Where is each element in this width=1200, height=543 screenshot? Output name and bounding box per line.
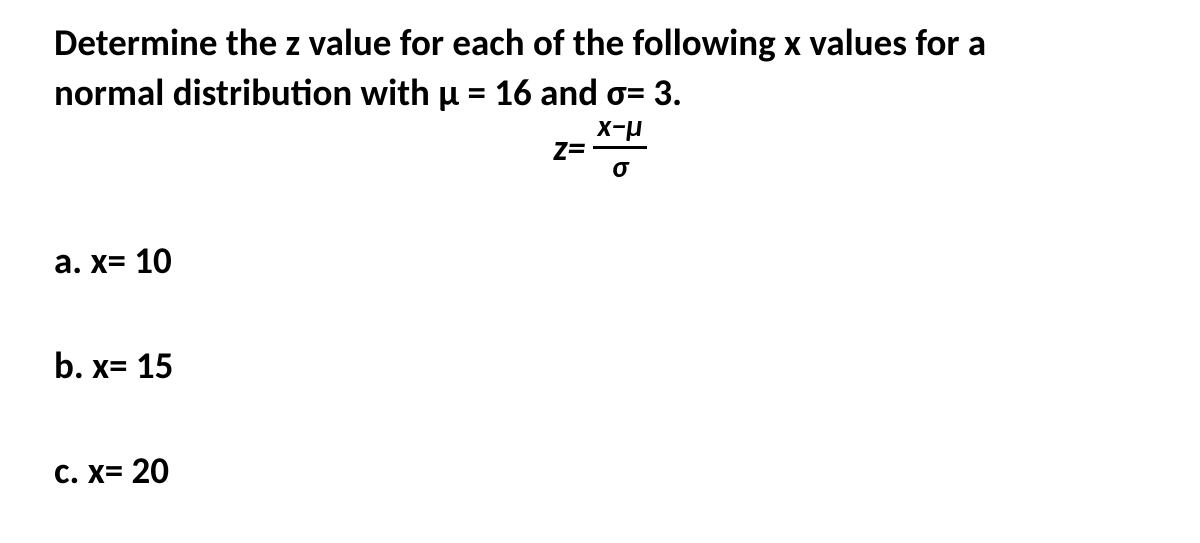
z-formula: z= x−μ σ <box>0 110 1200 185</box>
formula-lhs: z= <box>553 126 593 170</box>
problem-prompt: Determine the z value for each of the fo… <box>54 18 1174 118</box>
sub-items: a. x= 10 b. x= 15 c. x= 20 <box>54 238 173 493</box>
item-c: c. x= 20 <box>54 448 173 493</box>
z-formula-inline: z= x−μ σ <box>553 110 647 185</box>
formula-fraction: x−μ σ <box>593 110 646 185</box>
item-a: a. x= 10 <box>54 238 173 283</box>
formula-denominator: σ <box>608 151 632 185</box>
item-gap <box>54 388 173 448</box>
prompt-line-1: Determine the z value for each of the fo… <box>54 20 986 65</box>
item-gap <box>54 283 173 343</box>
formula-numerator: x−μ <box>593 110 646 144</box>
item-b: b. x= 15 <box>54 343 173 388</box>
problem-page: Determine the z value for each of the fo… <box>0 0 1200 543</box>
prompt-line-2: normal distribution with μ = 16 and σ= 3… <box>54 70 682 115</box>
